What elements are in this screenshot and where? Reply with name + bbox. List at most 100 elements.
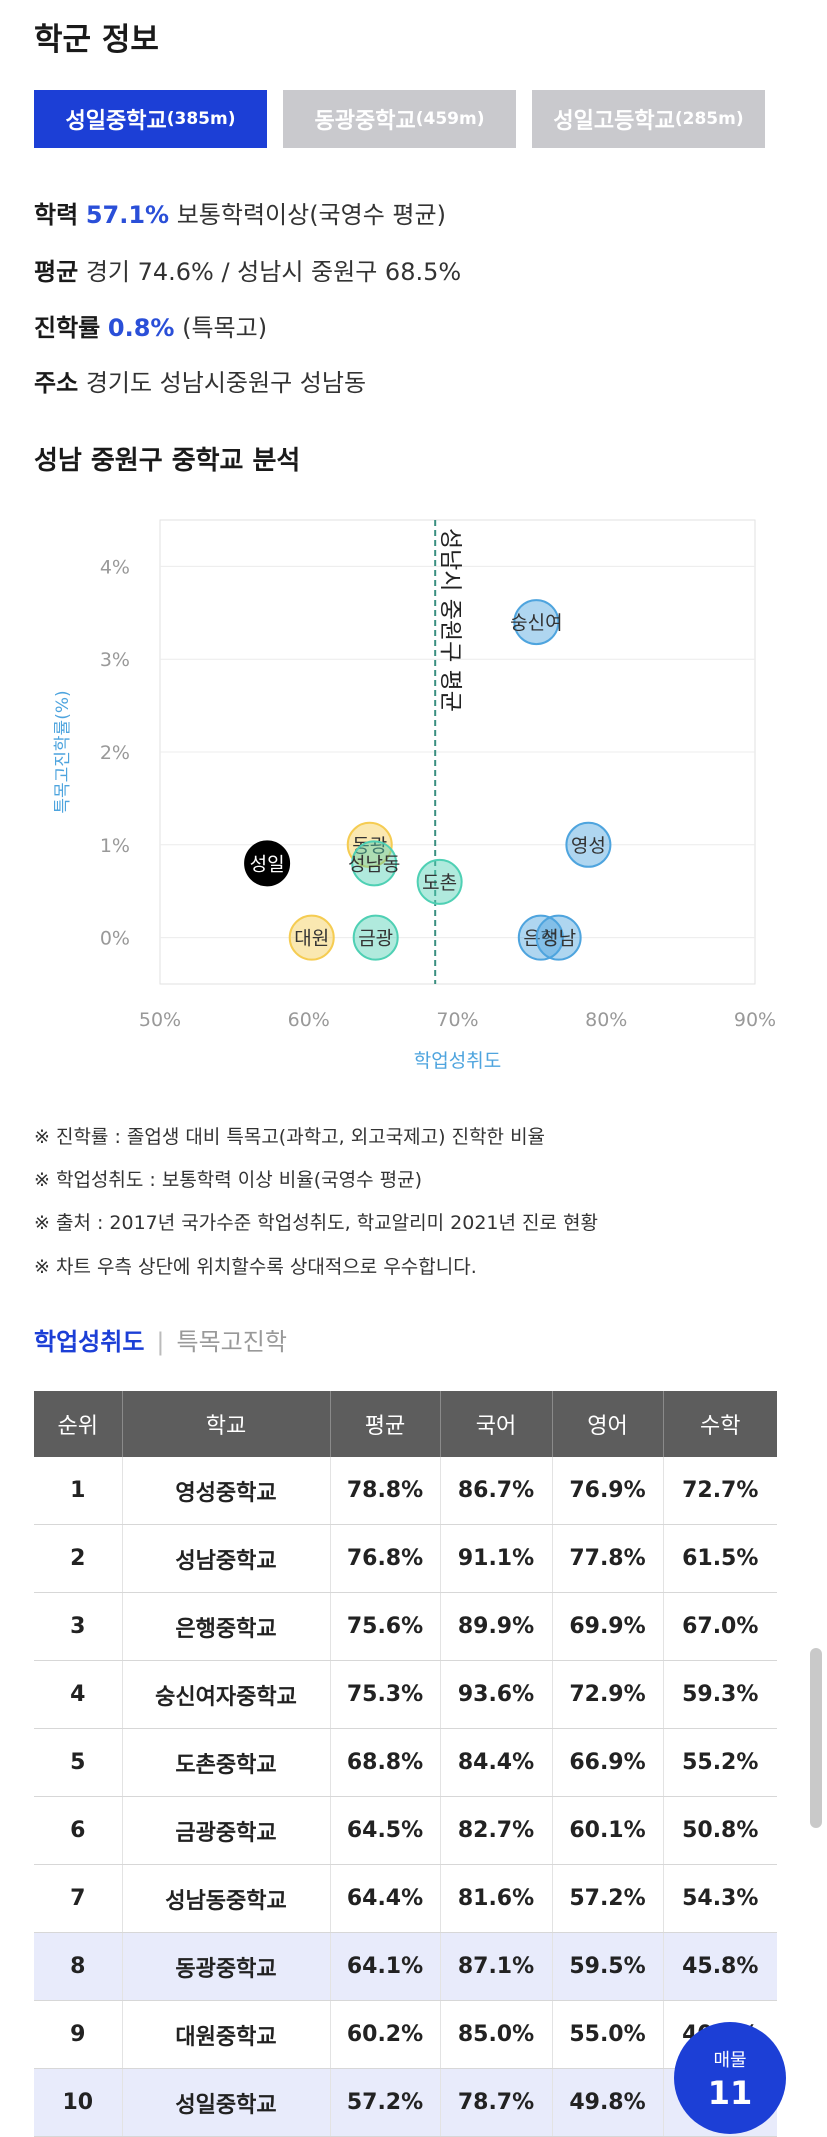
note-item: ※ 차트 우측 상단에 위치할수록 상대적으로 우수합니다. xyxy=(34,1256,477,1278)
info-label: 진학률 xyxy=(34,314,101,342)
info-address: 주소 경기도 성남시중원구 성남동 xyxy=(34,363,366,398)
average-cell: 76.8% xyxy=(330,1524,441,1593)
table-row: 7 성남동중학교 64.4% 81.6% 57.2% 54.3% xyxy=(34,1864,777,1933)
x-tick-label: 50% xyxy=(139,1009,181,1031)
english-cell: 57.2% xyxy=(552,1864,664,1933)
x-tick-label: 70% xyxy=(436,1009,478,1031)
korean-cell: 91.1% xyxy=(440,1524,553,1593)
y-axis-title: 특목고진학률(%) xyxy=(53,690,73,813)
tab-school-distance: (285m) xyxy=(674,109,744,129)
ranking-tabs: 학업성취도 | 특목고진학 xyxy=(34,1322,287,1357)
math-cell: 67.0% xyxy=(663,1592,777,1661)
data-point-label: 은행 xyxy=(523,928,558,950)
average-cell: 64.4% xyxy=(330,1864,441,1933)
info-advance: 진학률 0.8% (특목고) xyxy=(34,308,267,343)
academic-desc: 보통학력이상(국영수 평균) xyxy=(176,201,446,229)
school-cell: 성일중학교 xyxy=(122,2068,331,2137)
average-cell: 75.3% xyxy=(330,1660,441,1729)
data-point-label: 대원 xyxy=(294,928,329,950)
y-tick-label: 3% xyxy=(100,649,130,671)
y-tick-label: 2% xyxy=(100,742,130,764)
math-cell: 59.3% xyxy=(663,1660,777,1729)
ranking-table: 순위 학교 평균 국어 영어 수학 1 영성중학교 78.8% 86.7% 76.9% 7… xyxy=(34,1391,777,2137)
data-point xyxy=(351,840,398,887)
school-cell: 대원중학교 xyxy=(122,2000,331,2069)
rank-cell: 10 xyxy=(34,2068,123,2137)
data-point xyxy=(416,858,463,905)
tab-school-name: 성일고등학교 xyxy=(553,109,675,134)
data-point-label: 영성 xyxy=(571,835,606,857)
table-row: 6 금광중학교 64.5% 82.7% 60.1% 50.8% xyxy=(34,1796,777,1865)
school-cell: 영성중학교 xyxy=(122,1457,331,1525)
rank-cell: 3 xyxy=(34,1592,123,1661)
tab-school-2[interactable]: 동광중학교 (459m) xyxy=(283,90,516,148)
section-title: 성남 중원구 중학교 분석 xyxy=(34,446,301,476)
table-row: 1 영성중학교 78.8% 86.7% 76.9% 72.7% xyxy=(34,1457,777,1525)
tab-special-school[interactable]: 특목고진학 xyxy=(176,1328,287,1356)
school-cell: 도촌중학교 xyxy=(122,1728,331,1797)
data-point xyxy=(517,914,564,961)
rank-cell: 8 xyxy=(34,1932,123,2001)
english-cell: 77.8% xyxy=(552,1524,664,1593)
scatter-chart: 0% 1% 2% 3% 4% 50% 60% 70% 80% 90% 성남시 중원구 평균 숭신여영성… xyxy=(53,519,776,1072)
english-cell: 60.1% xyxy=(552,1796,664,1865)
address-desc: 경기도 성남시중원구 성남동 xyxy=(85,369,367,397)
school-cell: 숭신여자중학교 xyxy=(122,1660,331,1729)
scrollbar-thumb[interactable] xyxy=(810,1648,822,1828)
math-cell: 72.7% xyxy=(663,1457,777,1525)
tab-school-1[interactable]: 성일중학교 (385m) xyxy=(34,90,267,148)
info-label: 학력 xyxy=(34,201,79,229)
listings-count: 11 xyxy=(707,2074,753,2112)
table-row: 5 도촌중학교 68.8% 84.4% 66.9% 55.2% xyxy=(34,1728,777,1797)
data-point xyxy=(288,914,335,961)
average-cell: 68.8% xyxy=(330,1728,441,1797)
x-tick-label: 80% xyxy=(585,1009,627,1031)
tab-school-distance: (385m) xyxy=(166,109,236,129)
average-cell: 78.8% xyxy=(330,1457,441,1525)
average-cell: 60.2% xyxy=(330,2000,441,2069)
school-cell: 금광중학교 xyxy=(122,1796,331,1865)
korean-cell: 81.6% xyxy=(440,1864,553,1933)
info-label: 평균 xyxy=(34,258,79,286)
data-point-label: 성일 xyxy=(250,853,285,875)
col-rank-header: 순위 xyxy=(34,1391,123,1457)
data-point xyxy=(565,821,612,868)
listings-button[interactable]: 매물 11 xyxy=(674,2022,786,2134)
school-cell: 동광중학교 xyxy=(122,1932,331,2001)
rank-cell: 4 xyxy=(34,1660,123,1729)
school-cell: 성남중학교 xyxy=(122,1524,331,1593)
table-row: 8 동광중학교 64.1% 87.1% 59.5% 45.8% xyxy=(34,1932,777,2001)
average-cell: 64.1% xyxy=(330,1932,441,2001)
table-row: 3 은행중학교 75.6% 89.9% 69.9% 67.0% xyxy=(34,1592,777,1661)
rank-cell: 1 xyxy=(34,1457,123,1525)
korean-cell: 86.7% xyxy=(440,1457,553,1525)
data-point xyxy=(513,599,560,646)
info-average: 평균 경기 74.6% / 성남시 중원구 68.5% xyxy=(34,252,461,287)
rank-cell: 2 xyxy=(34,1524,123,1593)
english-cell: 72.9% xyxy=(552,1660,664,1729)
school-cell: 성남동중학교 xyxy=(122,1864,331,1933)
english-cell: 49.8% xyxy=(552,2068,664,2137)
korean-cell: 78.7% xyxy=(440,2068,553,2137)
english-cell: 66.9% xyxy=(552,1728,664,1797)
academic-value: 57.1% xyxy=(85,201,170,229)
table-row: 4 숭신여자중학교 75.3% 93.6% 72.9% 59.3% xyxy=(34,1660,777,1729)
data-point-label: 동광 xyxy=(352,835,387,857)
average-line-label: 성남시 중원구 평균 xyxy=(437,528,463,712)
y-tick-label: 0% xyxy=(100,928,130,950)
tab-school-3[interactable]: 성일고등학교 (285m) xyxy=(532,90,765,148)
y-tick-label: 1% xyxy=(100,835,130,857)
note-item: ※ 출처 : 2017년 국가수준 학업성취도, 학교알리미 2021년 진로 … xyxy=(34,1212,598,1234)
note-item: ※ 학업성취도 : 보통학력 이상 비율(국영수 평균) xyxy=(34,1169,423,1191)
math-cell: 61.5% xyxy=(663,1524,777,1593)
data-point-label: 성남동 xyxy=(348,853,400,875)
math-cell: 45.8% xyxy=(663,1932,777,2001)
data-point xyxy=(535,914,582,961)
data-point xyxy=(346,821,393,868)
tab-school-name: 성일중학교 xyxy=(65,109,167,134)
note-item: ※ 진학률 : 졸업생 대비 특목고(과학고, 외고국제고) 진학한 비율 xyxy=(34,1126,546,1148)
col-school-header: 학교 xyxy=(122,1391,331,1457)
korean-cell: 84.4% xyxy=(440,1728,553,1797)
tab-academic[interactable]: 학업성취도 xyxy=(34,1328,145,1356)
